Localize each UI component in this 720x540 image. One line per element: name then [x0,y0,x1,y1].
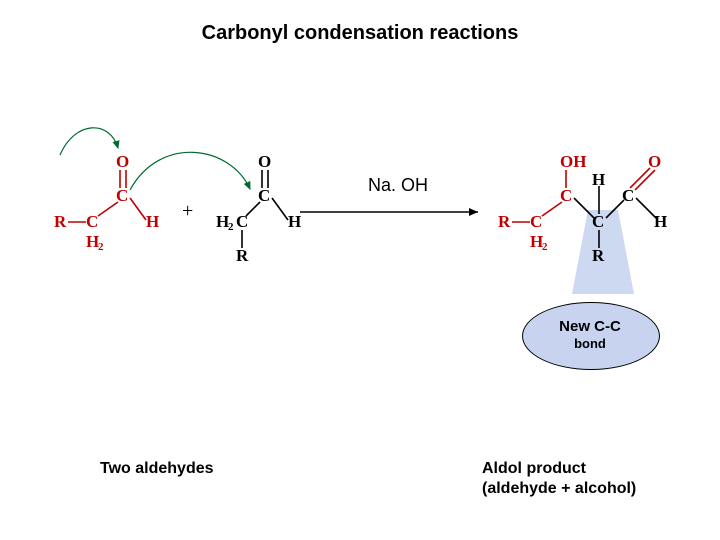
atom-label: C [622,186,634,206]
atom-label: OH [560,152,586,172]
caption-left: Two aldehydes [100,460,214,478]
atom-label: C [236,212,248,232]
atom-label: C [560,186,572,206]
callout-line2: bond [574,336,606,351]
atom-label: R [236,246,248,266]
atom-subscript: 2 [228,221,234,233]
reactant2-bonds [242,170,288,248]
atom-label: O [116,152,129,172]
atom-label: H [592,170,605,190]
atom-label: C [530,212,542,232]
atom-label: O [258,152,271,172]
bonds-layer [0,0,720,540]
atom-label: C [258,186,270,206]
atom-label: H [288,212,301,232]
curved-arrows [60,128,250,190]
atom-label: R [498,212,510,232]
reactant1-bonds [68,170,146,222]
caption-right-2: (aldehyde + alcohol) [482,480,636,498]
reaction-arrow [300,208,478,216]
atom-label: O [648,152,661,172]
atom-subscript: 2 [542,241,548,253]
atom-label: H [654,212,667,232]
caption-right-1: Aldol product [482,460,586,478]
reagent-label: Na. OH [368,175,428,196]
atom-label: R [54,212,66,232]
atom-label: C [116,186,128,206]
plus-sign: + [182,200,193,223]
atom-subscript: 2 [98,241,104,253]
atom-label: C [592,212,604,232]
callout-text: New C-C bond [530,319,650,352]
atom-label: C [86,212,98,232]
callout-line1: New C-C [559,318,621,335]
atom-label: R [592,246,604,266]
atom-label: H [146,212,159,232]
